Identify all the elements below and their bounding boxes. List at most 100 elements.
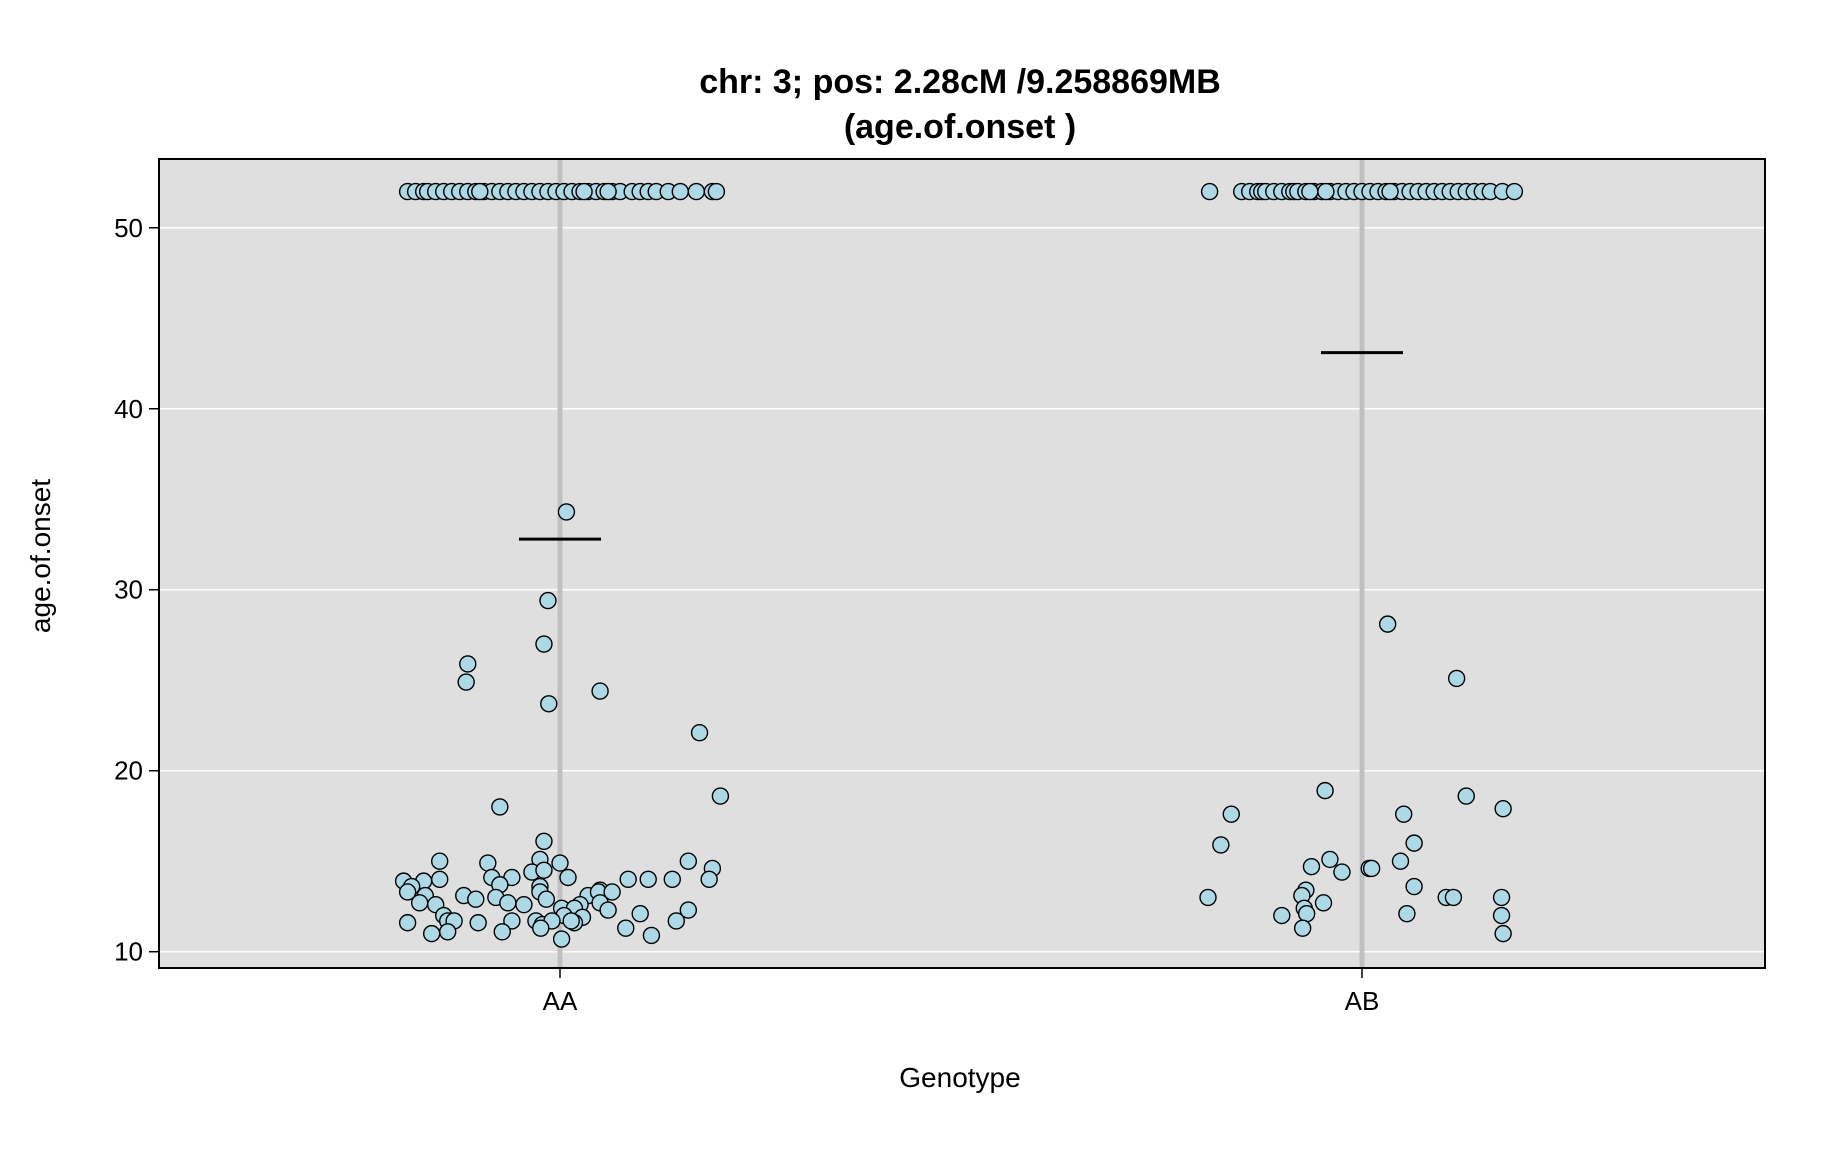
- data-point-AA-48: [711, 787, 730, 805]
- data-point-AA-43: [459, 655, 477, 673]
- data-point-AB-69: [1494, 924, 1512, 943]
- data-point-AB-40: [1378, 615, 1397, 633]
- data-point-AA-68: [535, 861, 553, 879]
- data-point-AA-36: [707, 182, 726, 201]
- data-point-AB-61: [1492, 888, 1511, 907]
- data-point-AB-51: [1302, 857, 1321, 876]
- x-tick-label-AA: AA: [543, 986, 578, 1016]
- data-point-AB-37: [1301, 182, 1319, 201]
- data-point-AA-45: [591, 682, 609, 700]
- y-tick-label-10: 10: [114, 937, 143, 967]
- data-point-AB-43: [1457, 787, 1475, 805]
- data-point-AA-50: [535, 832, 553, 851]
- data-point-AA-113: [642, 926, 661, 945]
- x-tick-label-AB: AB: [1345, 986, 1380, 1016]
- data-point-AB-42: [1316, 781, 1334, 800]
- data-point-AB-39: [1381, 182, 1399, 201]
- data-point-AA-41: [539, 591, 557, 610]
- data-point-AB-36: [1505, 182, 1524, 201]
- data-point-AA-95: [631, 905, 649, 923]
- data-point-AA-42: [535, 635, 553, 653]
- data-point-AA-67: [700, 870, 718, 889]
- data-point-AA-39: [599, 182, 617, 201]
- data-point-AA-107: [667, 912, 685, 930]
- data-point-AB-41: [1447, 669, 1466, 688]
- data-point-AB-46: [1395, 805, 1413, 823]
- data-point-AA-54: [551, 854, 569, 872]
- x-axis-ticks: AA AB: [543, 968, 1380, 1016]
- plot-panel: [159, 159, 1765, 968]
- data-points: [394, 182, 1524, 948]
- data-point-AB-45: [1222, 805, 1240, 823]
- data-point-AB-54: [1333, 863, 1351, 881]
- data-point-AA-111: [439, 923, 457, 941]
- data-point-AA-101: [503, 912, 521, 930]
- y-tick-label-20: 20: [114, 756, 143, 786]
- data-point-AB-62: [1314, 894, 1333, 912]
- data-point-AA-108: [532, 919, 550, 937]
- y-axis-ticks: 10 20 30 40 50: [114, 213, 159, 967]
- y-tick-label-40: 40: [114, 394, 143, 424]
- data-point-AB-56: [1405, 877, 1423, 896]
- data-point-AA-40: [557, 503, 576, 521]
- data-point-AA-63: [559, 868, 577, 887]
- data-point-AA-64: [619, 870, 637, 889]
- data-point-AA-59: [431, 870, 449, 889]
- data-point-AA-47: [690, 724, 709, 742]
- data-point-AA-55: [679, 852, 698, 870]
- category-lines: [557, 159, 1365, 968]
- data-point-AB-66: [1398, 905, 1416, 923]
- plot-border: [158, 158, 1766, 969]
- data-point-AA-46: [540, 695, 558, 713]
- data-point-AA-79: [537, 890, 556, 908]
- data-point-AB-68: [1293, 919, 1312, 937]
- data-point-AB-57: [1199, 888, 1217, 907]
- chart-title: chr: 3; pos: 2.28cM /9.258869MB: [699, 63, 1221, 101]
- data-point-AB-47: [1405, 834, 1423, 852]
- data-point-AA-90: [679, 901, 698, 919]
- data-point-AB-44: [1494, 800, 1512, 818]
- data-point-AA-110: [422, 924, 441, 943]
- data-point-AB-67: [1492, 906, 1511, 925]
- data-point-AA-73: [398, 883, 417, 901]
- data-point-AB-48: [1212, 836, 1230, 854]
- y-tick-label-50: 50: [114, 213, 143, 243]
- data-point-AA-37: [471, 182, 489, 201]
- data-point-AB-64: [1273, 906, 1291, 925]
- y-axis-label: age.of.onset: [25, 479, 56, 633]
- data-point-AA-97: [398, 914, 417, 932]
- data-point-AA-100: [469, 914, 487, 932]
- grid-lines: [159, 227, 1765, 953]
- data-point-AA-89: [599, 901, 617, 919]
- data-point-AA-114: [552, 930, 571, 948]
- chart-subtitle: (age.of.onset ): [844, 108, 1076, 146]
- data-point-AB-50: [1391, 852, 1410, 870]
- data-point-AA-49: [491, 798, 509, 816]
- data-point-AB-60: [1444, 888, 1463, 907]
- data-point-AB-0: [1200, 182, 1219, 201]
- y-tick-label-30: 30: [114, 575, 143, 605]
- data-point-AB-65: [1297, 905, 1316, 923]
- data-point-AA-112: [493, 923, 511, 941]
- x-axis-label: Genotype: [899, 1062, 1020, 1093]
- data-point-AB-49: [1321, 850, 1339, 869]
- data-point-AA-51: [431, 852, 449, 870]
- data-point-AA-65: [639, 870, 657, 889]
- data-point-AA-83: [410, 894, 429, 912]
- data-point-AA-38: [575, 182, 593, 201]
- data-point-AA-34: [687, 182, 706, 201]
- data-point-AB-53: [1362, 859, 1381, 878]
- data-point-AA-76: [467, 890, 485, 908]
- data-point-AA-106: [562, 912, 580, 930]
- data-point-AA-44: [457, 673, 475, 691]
- data-point-AA-85: [499, 894, 517, 912]
- data-point-AA-109: [617, 919, 635, 937]
- data-point-AA-66: [663, 870, 681, 889]
- data-point-AA-52: [479, 854, 497, 872]
- data-point-AA-86: [515, 895, 533, 914]
- data-point-AA-82: [603, 883, 621, 901]
- data-point-AB-38: [1317, 182, 1335, 201]
- mean-lines: [519, 351, 1403, 541]
